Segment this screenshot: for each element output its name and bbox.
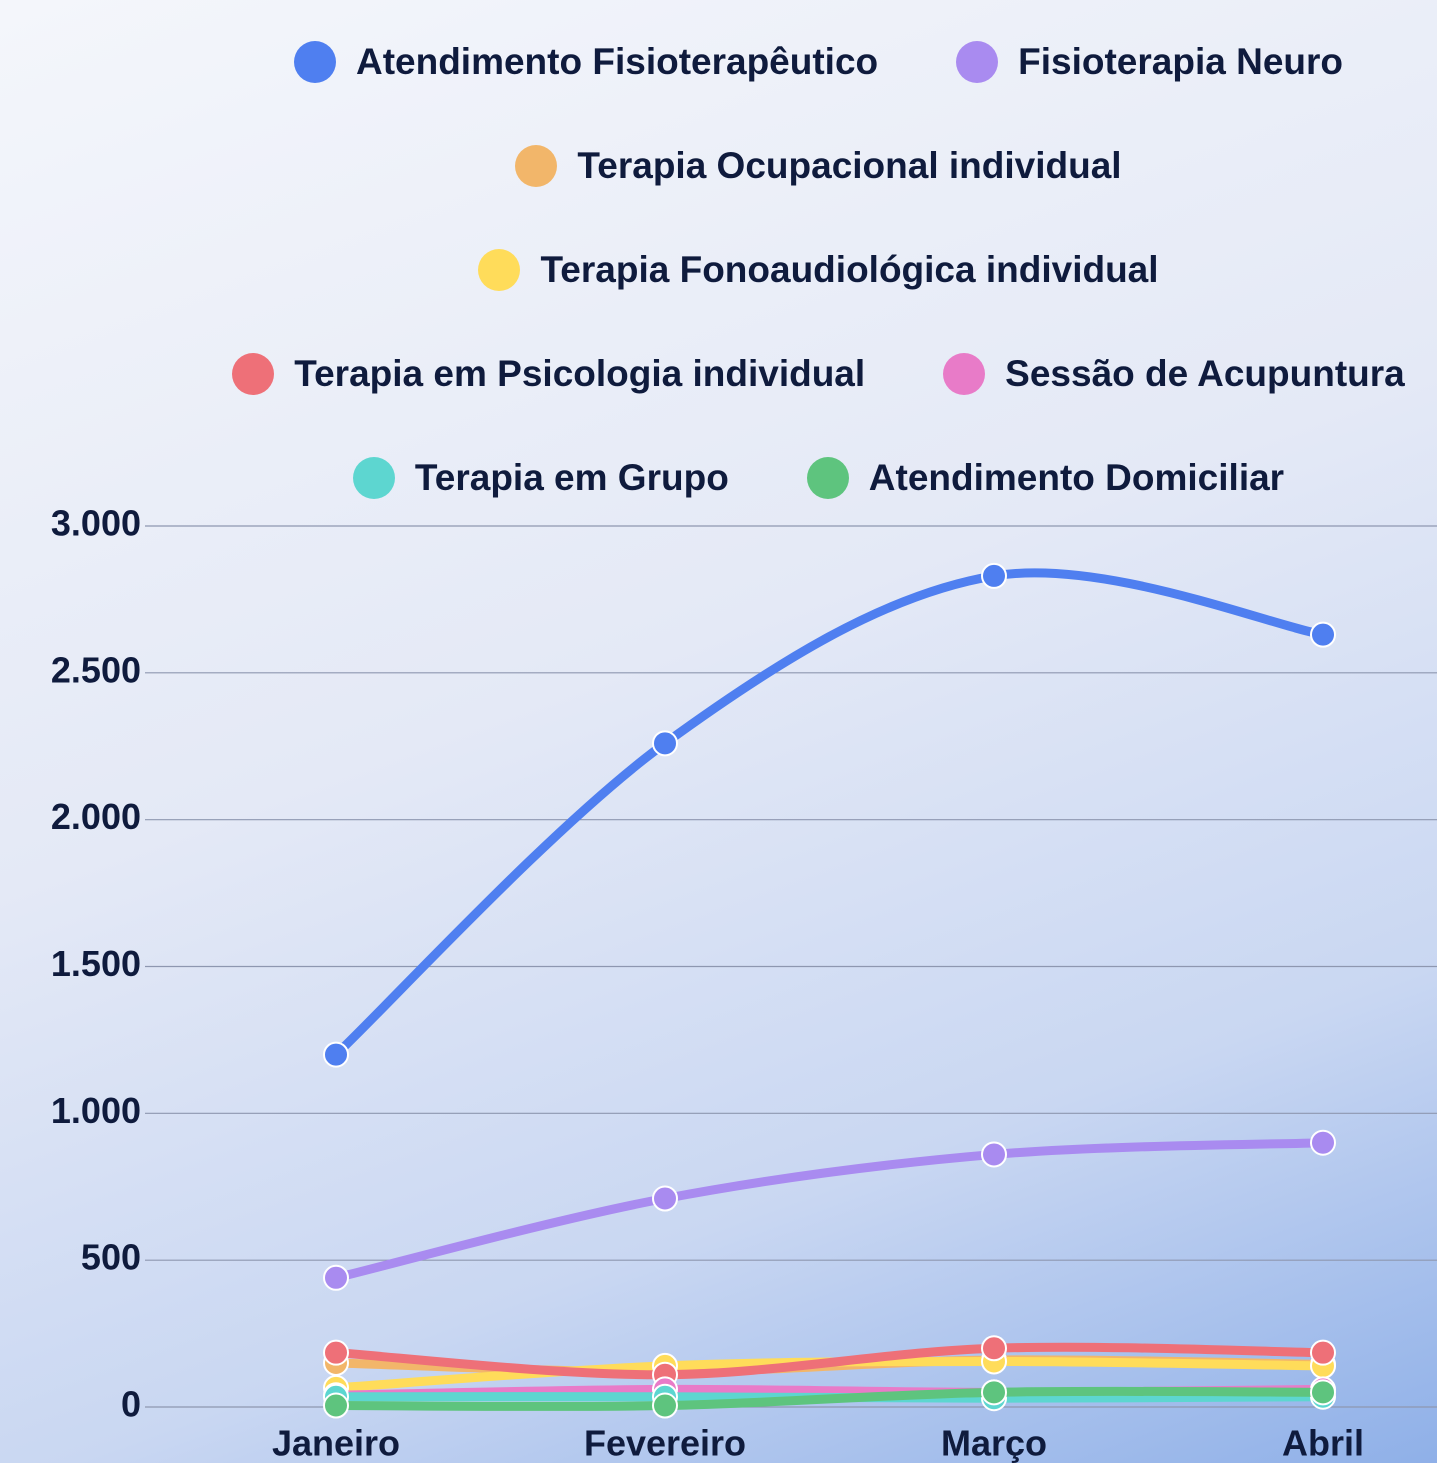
legend-item: Sessão de Acupuntura — [943, 353, 1405, 395]
legend-label: Terapia Ocupacional individual — [577, 145, 1122, 186]
legend-swatch — [478, 249, 521, 291]
data-point — [323, 1041, 349, 1068]
data-point — [323, 1392, 349, 1419]
y-tick-label: 500 — [81, 1237, 141, 1278]
x-tick-label: Abril — [1282, 1423, 1364, 1463]
legend-swatch — [806, 457, 849, 499]
legend-swatch — [352, 457, 395, 499]
series-line — [331, 1138, 1328, 1283]
legend-label: Atendimento Domiciliar — [868, 457, 1285, 498]
legend-swatch — [293, 41, 336, 83]
legend-label: Sessão de Acupuntura — [1005, 353, 1405, 394]
y-tick-label: 1.500 — [51, 943, 141, 984]
data-point — [981, 562, 1007, 589]
y-tick-label: 1.000 — [51, 1090, 141, 1131]
legend-item: Terapia Fonoaudiológica individual — [478, 249, 1159, 291]
x-tick-label: Janeiro — [272, 1423, 400, 1463]
data-point — [652, 1185, 678, 1212]
legend-item: Atendimento Fisioterapêutico — [293, 41, 879, 83]
series-line — [331, 1342, 1328, 1380]
data-point — [652, 730, 678, 757]
data-point — [1310, 1339, 1336, 1366]
y-tick-label: 3.000 — [51, 503, 141, 544]
data-point — [323, 1264, 349, 1291]
legend-item: Atendimento Domiciliar — [806, 457, 1285, 499]
legend-swatch — [956, 41, 999, 83]
data-point — [323, 1339, 349, 1366]
legend-swatch — [943, 353, 986, 395]
legend-swatch — [232, 353, 275, 395]
y-tick-label: 0 — [121, 1384, 141, 1425]
legend-row: Terapia Fonoaudiológica individual — [200, 218, 1437, 322]
legend-item: Fisioterapia Neuro — [956, 41, 1343, 83]
legend-item: Terapia Ocupacional individual — [515, 145, 1122, 187]
legend-row: Terapia em Grupo Atendimento Domiciliar — [200, 426, 1437, 530]
legend-row: Terapia Ocupacional individual — [200, 114, 1437, 218]
legend-item: Terapia em Grupo — [352, 457, 729, 499]
data-point — [1310, 1379, 1336, 1406]
legend-label: Fisioterapia Neuro — [1018, 41, 1343, 82]
legend-row: Terapia em Psicologia individual Sessão d… — [200, 322, 1437, 426]
legend-row: Atendimento Fisioterapêutico Fisioterapia… — [200, 10, 1437, 114]
data-point — [981, 1379, 1007, 1406]
series-line — [331, 568, 1328, 1060]
y-tick-label: 2.500 — [51, 649, 141, 690]
legend-swatch — [515, 145, 558, 187]
legend-label: Atendimento Fisioterapêutico — [355, 41, 879, 82]
data-point — [981, 1141, 1007, 1168]
legend: Atendimento Fisioterapêutico Fisioterapia… — [200, 10, 1437, 530]
y-tick-label: 2.000 — [51, 796, 141, 837]
data-point — [652, 1392, 678, 1419]
legend-label: Terapia em Grupo — [414, 457, 729, 498]
series-line — [331, 1386, 1328, 1412]
data-point — [1310, 1129, 1336, 1156]
data-point — [981, 1335, 1007, 1362]
data-point — [1310, 621, 1336, 648]
x-tick-label: Fevereiro — [584, 1423, 746, 1463]
legend-label: Terapia Fonoaudiológica individual — [540, 249, 1159, 290]
legend-label: Terapia em Psicologia individual — [294, 353, 866, 394]
legend-item: Terapia em Psicologia individual — [232, 353, 865, 395]
x-tick-label: Março — [941, 1423, 1047, 1463]
